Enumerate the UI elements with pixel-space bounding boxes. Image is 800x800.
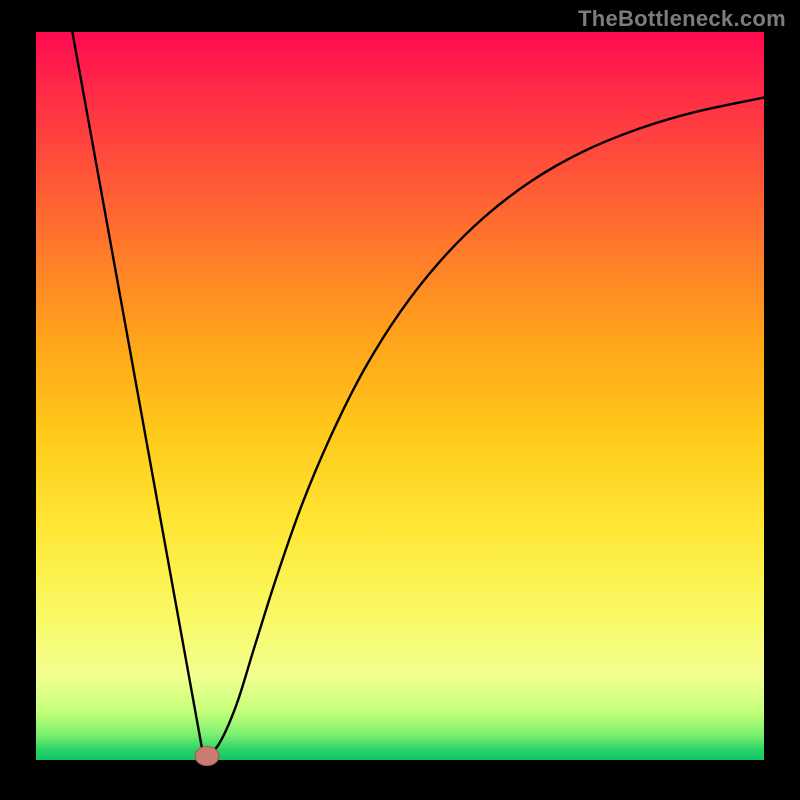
image-wrapper: TheBottleneck.com — [0, 0, 800, 800]
watermark-text: TheBottleneck.com — [578, 6, 786, 32]
minimum-marker — [195, 746, 220, 766]
plot-background — [36, 32, 764, 760]
chart-svg — [0, 0, 800, 800]
